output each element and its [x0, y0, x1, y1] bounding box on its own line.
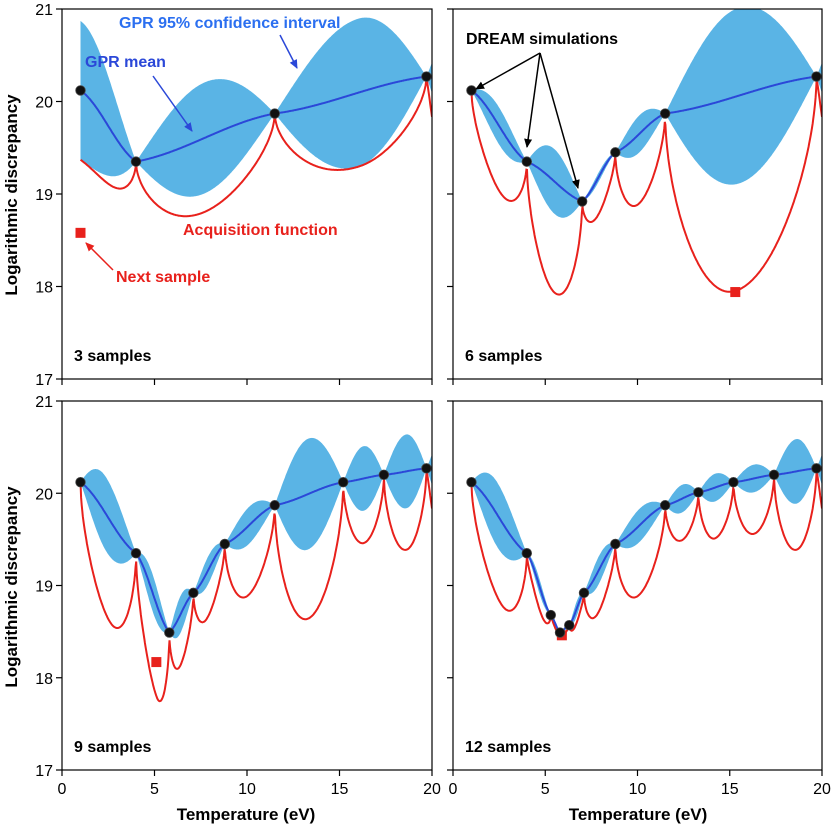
x-tick-label: 15: [331, 781, 349, 798]
x-tick-label: 15: [721, 781, 739, 798]
sample-point: [421, 71, 432, 82]
annotation-acquisition: Acquisition function: [183, 222, 338, 239]
panel-1: 17 18 19 20 21 3 samples: [35, 2, 433, 389]
acquisition-line: [79, 78, 432, 218]
sample-point: [659, 108, 671, 119]
sample-point: [188, 587, 199, 599]
sample-point: [269, 108, 280, 119]
sample-point: [545, 609, 556, 621]
sample-point: [811, 71, 822, 82]
mean-line: [79, 467, 432, 634]
sample-point: [610, 147, 621, 158]
sample-point: [728, 476, 739, 488]
y-tick-label: 19: [35, 579, 53, 596]
x-tick-label: 10: [238, 781, 256, 798]
arrow-dream-3: [539, 52, 580, 189]
sample-point: [219, 538, 231, 550]
annotation-ci: GPR 95% confidence interval: [119, 15, 340, 32]
ci-band: [80, 17, 432, 197]
next-sample-marker: [151, 657, 162, 668]
sample-point: [521, 156, 533, 167]
mean-line: [470, 467, 822, 634]
x-tick-label: 0: [58, 781, 67, 798]
sample-point: [269, 500, 280, 511]
acquisition-line: [470, 470, 822, 636]
arrow-ci: [279, 34, 298, 69]
annotation-dream: DREAM simulations: [466, 31, 618, 48]
ci-band: [471, 9, 822, 218]
sample-point: [164, 627, 175, 638]
y-axis-label-top: Logarithmic discrepancy: [2, 94, 21, 296]
sample-point: [768, 469, 780, 481]
sample-point: [659, 500, 671, 511]
panel-label: 9 samples: [74, 739, 151, 756]
sample-point: [521, 548, 533, 559]
acquisition-line: [79, 470, 432, 703]
y-tick-label: 18: [35, 280, 53, 297]
next-sample-marker: [730, 287, 741, 298]
y-tick-label: 20: [35, 95, 53, 112]
y-tick-label: 21: [35, 394, 53, 411]
panel-label: 12 samples: [465, 739, 551, 756]
y-tick-label: 18: [35, 671, 53, 688]
sample-point: [466, 476, 477, 488]
panel-frame: [61, 400, 433, 771]
sample-point: [576, 196, 588, 207]
x-tick-label: 10: [629, 781, 647, 798]
sample-point: [578, 587, 590, 599]
y-axis-label-bottom: Logarithmic discrepancy: [2, 486, 21, 688]
x-tick-label: 20: [813, 781, 831, 798]
panel-label: 3 samples: [74, 348, 151, 365]
next-sample-marker: [75, 227, 86, 238]
annotation-mean: GPR mean: [85, 54, 166, 71]
panel-4: 0 5 10 15 20 12 samples: [447, 400, 831, 798]
sample-point: [75, 85, 86, 96]
sample-point: [811, 463, 822, 474]
panel-label: 6 samples: [465, 348, 542, 365]
ci-band: [80, 434, 432, 639]
panel-3: 0 5 10 15 20 17 18 19 20 21 9 samples: [35, 394, 441, 798]
sample-point: [610, 538, 621, 550]
y-tick-label: 17: [35, 763, 53, 780]
panel-2: 6 samples: [447, 8, 823, 385]
arrow-dream-2: [524, 52, 541, 148]
x-axis-label-left: Temperature (eV): [177, 805, 316, 824]
sample-point: [564, 619, 575, 631]
sample-point: [554, 627, 566, 638]
panel-frame: [452, 400, 823, 771]
annotation-next-sample: Next sample: [116, 269, 210, 286]
x-tick-label: 0: [449, 781, 458, 798]
sample-point: [75, 476, 86, 488]
acquisition-line: [470, 78, 822, 296]
arrow-dream-1: [475, 52, 541, 90]
y-tick-label: 20: [35, 486, 53, 503]
sample-point: [130, 548, 142, 559]
x-tick-label: 20: [423, 781, 441, 798]
sample-point: [130, 156, 142, 167]
annotation-layer: GPR 95% confidence interval GPR mean Acq…: [85, 15, 618, 286]
x-tick-label: 5: [541, 781, 550, 798]
x-tick-label: 5: [150, 781, 159, 798]
sample-point: [693, 487, 704, 498]
y-tick-label: 19: [35, 187, 53, 204]
panels: 17 18 19 20 21 3 samples 6 samples 0 5 10 15 20 17 18…: [35, 2, 831, 798]
ci-band: [471, 439, 822, 633]
sample-point: [378, 469, 390, 481]
arrow-next-sample: [85, 242, 114, 271]
sample-point: [338, 476, 349, 488]
x-axis-label-right: Temperature (eV): [569, 805, 708, 824]
sample-point: [466, 85, 477, 96]
y-tick-label: 17: [35, 372, 53, 389]
sample-point: [421, 463, 432, 474]
y-tick-label: 21: [35, 2, 53, 19]
arrow-mean: [152, 75, 193, 132]
